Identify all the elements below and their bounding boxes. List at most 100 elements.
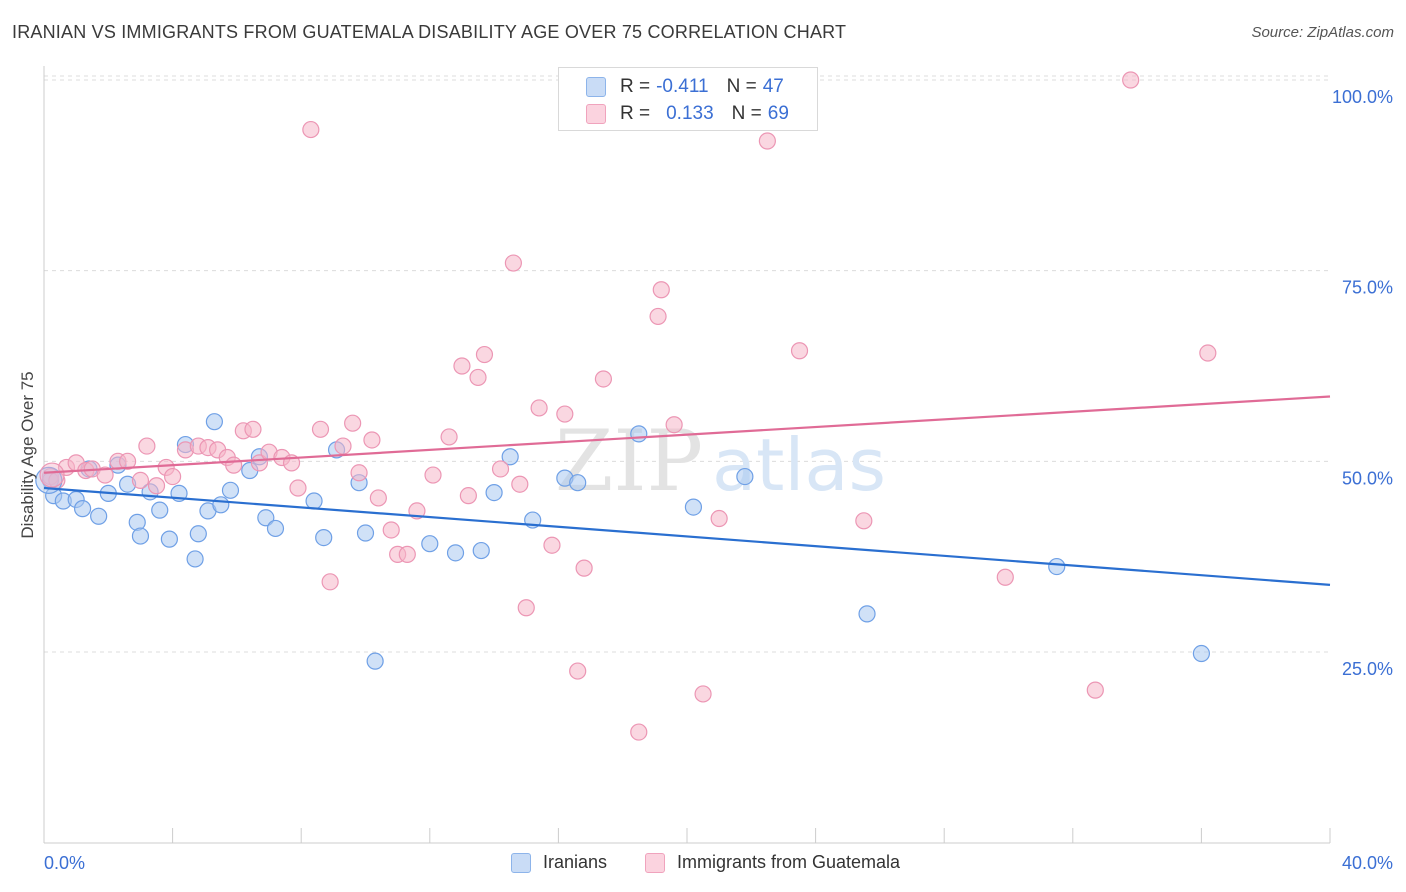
guatemala-point xyxy=(758,132,776,150)
legend-item-iranians: Iranians xyxy=(511,852,607,873)
legend-r-label: R = xyxy=(620,103,651,124)
iranian-point xyxy=(73,500,92,518)
guatemala-point xyxy=(398,545,416,563)
iranian-point xyxy=(1048,557,1066,576)
guatemala-point xyxy=(491,460,510,478)
legend-swatch-iranians xyxy=(511,852,531,873)
legend-r-value: -0.411 xyxy=(656,76,709,97)
iranian-point xyxy=(205,413,223,431)
y-tick-label: 75.0% xyxy=(1342,278,1393,298)
tick-labels: 25.0% 50.0% 75.0% 100.0% 0.0% 40.0% xyxy=(44,87,1393,873)
guatemala-point xyxy=(665,416,683,434)
guatemala-point xyxy=(131,471,150,489)
iranian-point xyxy=(356,524,375,542)
guatemala-point xyxy=(475,345,494,364)
chart-title: IRANIAN VS IMMIGRANTS FROM GUATEMALA DIS… xyxy=(12,22,847,42)
y-tick-label: 50.0% xyxy=(1342,468,1393,488)
guatemala-point xyxy=(543,536,561,554)
guatemala-point xyxy=(1086,681,1104,699)
guatemala-point xyxy=(511,475,529,493)
correlation-legend: R = -0.411 N = 47 R = 0.133 N = 69 xyxy=(558,67,818,131)
iranian-trend-line xyxy=(43,486,1331,586)
guatemala-point xyxy=(302,120,320,139)
iranian-point xyxy=(257,509,275,527)
legend-n-label: N = xyxy=(731,103,762,124)
guatemala-point xyxy=(118,452,137,470)
guatemala-point xyxy=(225,456,243,474)
guatemala-point xyxy=(710,509,728,528)
legend-swatch-iranians xyxy=(586,77,606,97)
guatemala-point xyxy=(517,599,535,617)
iranian-point xyxy=(315,528,333,547)
iranian-point xyxy=(160,530,178,548)
legend-row-guatemala: R = 0.133 N = 69 xyxy=(586,103,789,125)
guatemala-point xyxy=(530,399,548,417)
iranian-point xyxy=(266,519,285,538)
iranian-point xyxy=(630,425,648,443)
iranian-point xyxy=(858,605,876,623)
legend-row-iranians: R = -0.411 N = 47 xyxy=(586,76,784,98)
guatemala-point xyxy=(459,487,477,505)
guatemala-point xyxy=(363,431,381,449)
iranian-point xyxy=(1192,644,1211,663)
iranian-point xyxy=(90,507,108,525)
guatemala-point xyxy=(424,466,442,484)
iranian-point xyxy=(151,501,169,519)
iranian-point xyxy=(736,467,754,486)
guatemala-point xyxy=(1122,71,1140,89)
guatemala-point xyxy=(855,512,873,530)
guatemala-point xyxy=(1199,344,1217,362)
iranian-point xyxy=(421,535,439,553)
iranian-point xyxy=(366,652,384,670)
iranian-point xyxy=(131,527,150,545)
iranian-point xyxy=(569,474,587,492)
watermark: ZIP atlas xyxy=(555,412,886,510)
guatemala-point xyxy=(334,437,352,455)
guatemala-point xyxy=(350,464,368,482)
guatemala-point xyxy=(469,368,487,387)
iranian-point xyxy=(221,481,240,499)
legend-r-value: 0.133 xyxy=(666,103,714,124)
trend-lines xyxy=(43,395,1331,586)
guatemala-point xyxy=(147,477,166,495)
iranian-point xyxy=(485,484,503,502)
guatemala-point xyxy=(453,357,471,375)
iranian-point xyxy=(446,544,465,562)
guatemala-point xyxy=(344,414,362,432)
guatemala-point xyxy=(244,420,262,438)
guatemala-point xyxy=(369,489,387,507)
y-tick-label: 100.0% xyxy=(1332,87,1393,107)
iranian-point xyxy=(305,492,323,510)
guatemala-point xyxy=(556,405,574,423)
guatemala-point xyxy=(96,466,114,484)
legend-swatch-guatemala xyxy=(586,104,606,124)
x-tick-label: 0.0% xyxy=(44,853,85,873)
legend-n-label: N = xyxy=(726,76,757,97)
guatemala-point xyxy=(321,573,339,591)
guatemala-point xyxy=(39,462,65,488)
guatemala-point xyxy=(790,342,809,360)
guatemala-point xyxy=(504,254,522,272)
data-points xyxy=(35,71,1217,741)
guatemala-point xyxy=(649,307,667,326)
legend-label-iranians: Iranians xyxy=(543,852,608,872)
legend-item-guatemala: Immigrants from Guatemala xyxy=(645,852,900,873)
iranian-point xyxy=(501,448,519,466)
guatemala-point xyxy=(440,428,458,446)
axes xyxy=(43,66,1331,844)
guatemala-point xyxy=(164,467,182,486)
x-tick-label: 40.0% xyxy=(1342,853,1393,873)
iranian-point xyxy=(684,498,703,516)
iranian-point xyxy=(186,550,204,568)
legend-swatch-guatemala xyxy=(645,852,665,873)
guatemala-point xyxy=(996,568,1014,586)
legend-n-value: 69 xyxy=(767,103,789,124)
guatemala-point xyxy=(311,420,330,438)
guatemala-point xyxy=(138,437,156,455)
iranian-point xyxy=(189,525,207,543)
watermark-atlas: atlas xyxy=(712,423,886,507)
grid-lines xyxy=(44,75,1330,653)
guatemala-point xyxy=(382,521,400,539)
guatemala-point xyxy=(594,370,613,388)
